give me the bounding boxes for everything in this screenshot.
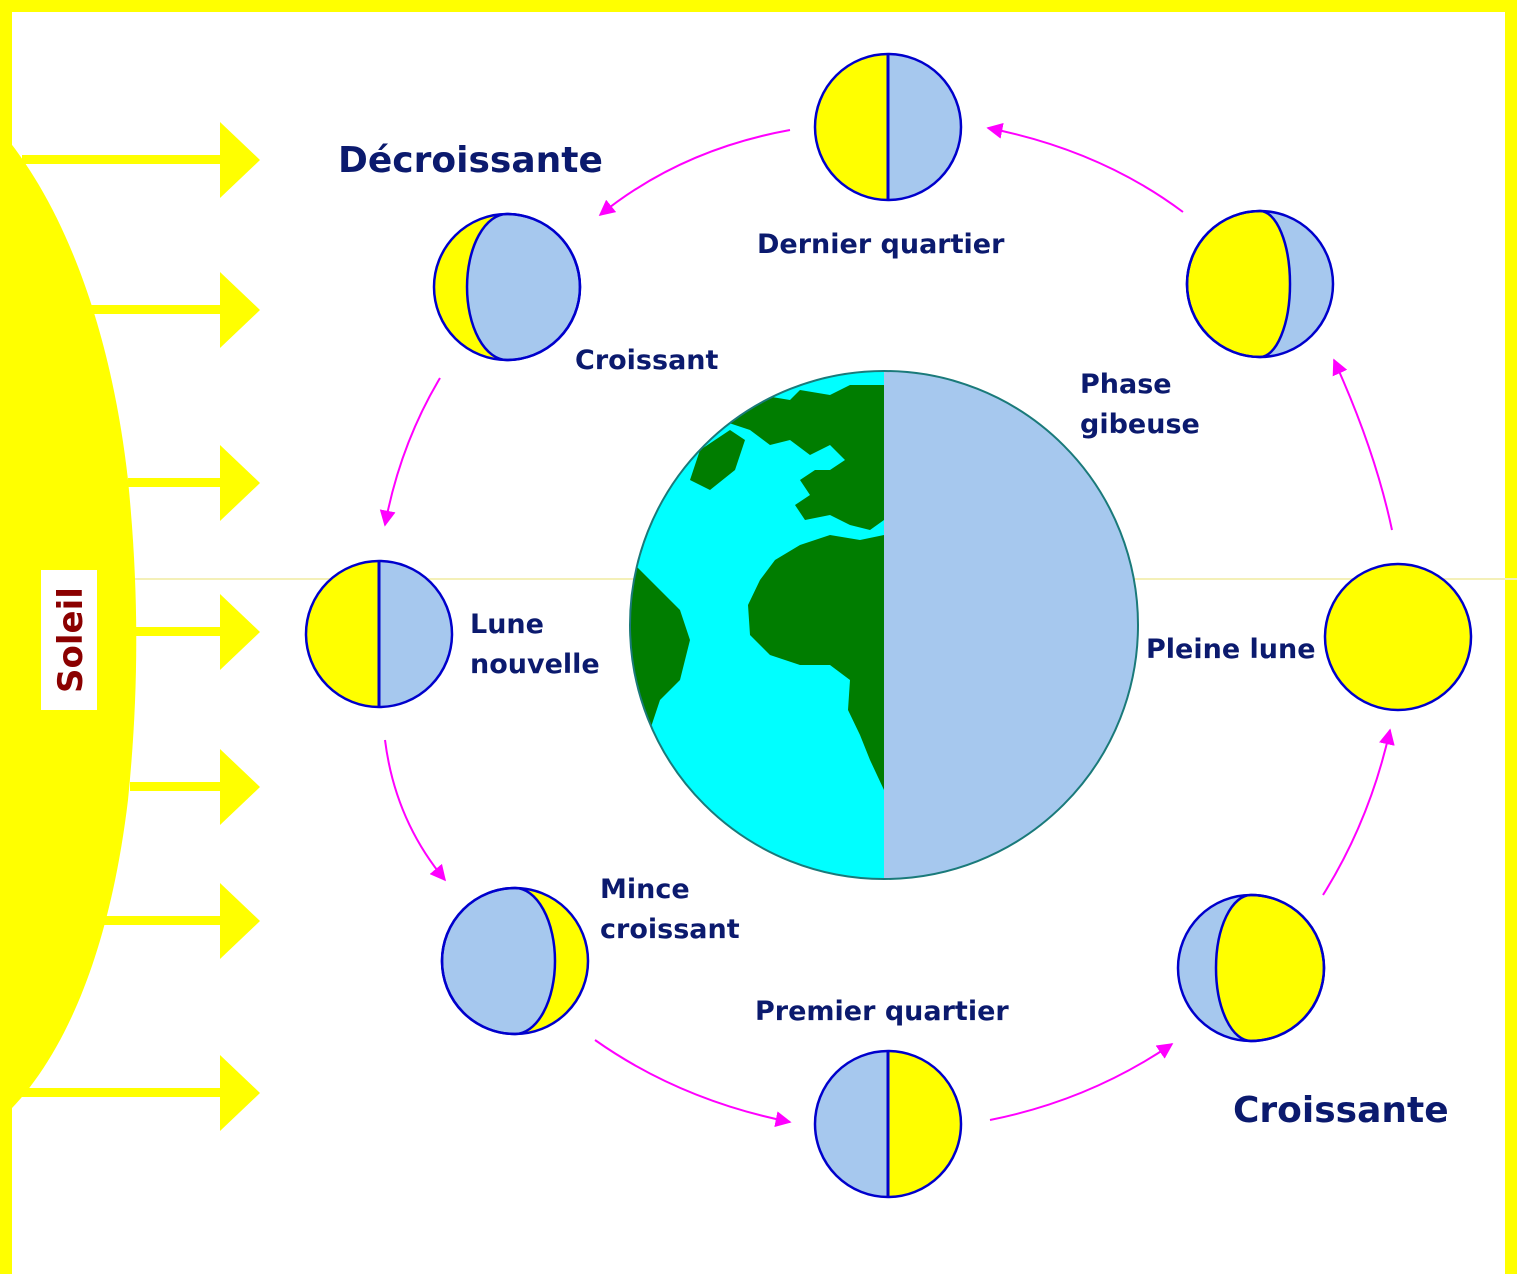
sun-ray — [22, 122, 260, 198]
label-waxing: Croissante — [1233, 1090, 1449, 1131]
label-last-quarter: Dernier quartier — [757, 229, 1005, 260]
orbit-arrow — [379, 377, 441, 527]
orbit-arrow — [1332, 358, 1393, 531]
label-first-quarter: Premier quartier — [755, 996, 1009, 1027]
orbit-arrow — [594, 1039, 792, 1128]
sun-ray — [128, 445, 260, 521]
sun-ray — [130, 594, 260, 670]
label-waning: Décroissante — [338, 140, 603, 181]
earth-land-europe — [720, 385, 884, 530]
label-gibbous-2: gibeuse — [1080, 409, 1200, 440]
label-gibbous-1: Phase — [1080, 369, 1172, 400]
orbit-arrow — [989, 1043, 1174, 1121]
label-full-moon: Pleine lune — [1146, 634, 1316, 665]
sun-ray — [88, 272, 260, 348]
moon-crescent-waning — [432, 212, 582, 362]
moon-new — [304, 559, 454, 709]
earth-land-greenland — [690, 430, 745, 490]
sun-label-box — [41, 570, 97, 710]
label-thin-crescent-2: croissant — [600, 914, 740, 945]
frame-top — [0, 0, 1517, 12]
moon-last-quarter — [813, 52, 963, 202]
orbit-arrow — [986, 122, 1184, 213]
label-new-moon-2: nouvelle — [470, 649, 600, 680]
earth-outline — [629, 370, 1139, 880]
orbit-arrow — [598, 129, 791, 217]
orbit-arrows — [379, 122, 1395, 1128]
moon-gibbous — [1185, 209, 1335, 359]
moon-thin-crescent — [440, 886, 590, 1036]
label-new-moon-1: Lune — [470, 609, 544, 640]
sun-rays — [22, 122, 260, 1131]
moon-first-quarter — [813, 1049, 963, 1199]
sun-ray — [22, 1055, 260, 1131]
orbit-arrow — [1322, 728, 1395, 896]
sun-ray — [100, 883, 260, 959]
frame-right — [1505, 0, 1517, 1274]
moon-waxing-gibbous-low — [1176, 893, 1326, 1043]
sun-label: Soleil — [51, 587, 91, 693]
label-thin-crescent-1: Mince — [600, 874, 690, 905]
orbit-arrow — [384, 739, 447, 882]
earth-land-africa — [748, 535, 884, 790]
moon-full — [1323, 562, 1473, 712]
label-crescent-waning: Croissant — [575, 345, 719, 376]
sun-ray — [130, 749, 260, 825]
earth — [629, 370, 1139, 880]
